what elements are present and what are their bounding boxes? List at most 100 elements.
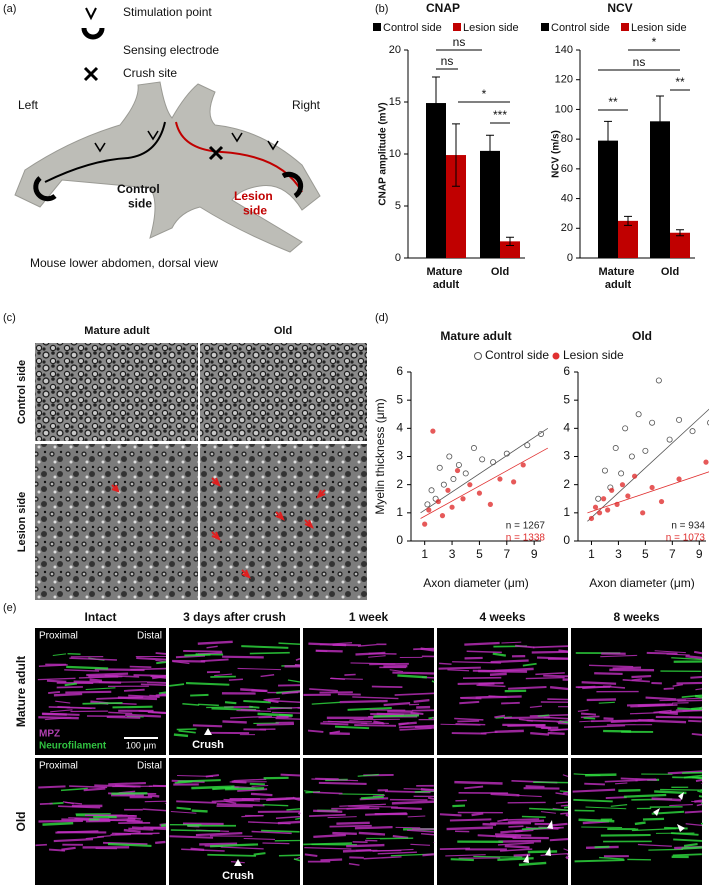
fiber (38, 664, 68, 668)
y-tick-label: 5 (396, 392, 403, 406)
fiber (69, 785, 108, 789)
fiber (250, 792, 273, 797)
fiber (182, 703, 200, 706)
point (655, 377, 662, 384)
fiber (555, 801, 569, 804)
x-tick-label: Mature adult (598, 266, 637, 291)
nerve-diagram (14, 81, 321, 253)
fiber (309, 688, 338, 692)
point (628, 453, 635, 460)
fiber (346, 843, 385, 848)
point (640, 510, 646, 516)
fiber (490, 792, 520, 797)
fiber (671, 832, 699, 836)
legend-marker (474, 352, 482, 360)
fiber (598, 701, 615, 704)
fiber (58, 805, 101, 809)
fiber (195, 832, 243, 837)
fiber (503, 818, 540, 821)
fiber (368, 655, 386, 658)
fiber (262, 842, 290, 845)
fiber (537, 714, 550, 718)
crush-site (208, 145, 224, 161)
fiber (178, 729, 196, 734)
direction-label: Distal (137, 761, 162, 772)
fiber (277, 820, 301, 825)
point (666, 436, 673, 443)
fiber (111, 832, 153, 835)
fiber (281, 690, 301, 695)
fiber (320, 722, 349, 726)
point (676, 476, 682, 482)
fiber (684, 810, 703, 814)
fiber (339, 699, 388, 704)
y-tick-label: 100 (555, 103, 573, 115)
x-tick-label: Mature adult (426, 266, 465, 291)
sample-size: n = 1073 (666, 533, 706, 544)
fiber (64, 669, 100, 672)
fiber (170, 811, 197, 814)
fiber (41, 712, 80, 716)
fiber (521, 826, 549, 831)
y-tick-label: 2 (396, 477, 403, 491)
fiber (427, 796, 435, 800)
point (689, 428, 696, 435)
x-axis-label: Axon diameter (μm) (423, 576, 529, 590)
fiber (504, 844, 530, 849)
y-tick-label: 80 (561, 133, 573, 145)
fiber (577, 709, 589, 712)
fiber (372, 722, 389, 724)
fiber (370, 712, 404, 716)
fiber (562, 774, 569, 777)
fiber (390, 806, 422, 810)
fiber (464, 641, 500, 646)
fiber (147, 711, 167, 715)
fiber (140, 683, 167, 686)
bar (618, 220, 638, 258)
fiber (61, 846, 76, 851)
fiber (172, 659, 206, 663)
fiber (48, 691, 61, 694)
fiber (37, 677, 76, 681)
fiber (551, 822, 568, 827)
fiber (406, 829, 435, 833)
electrode (33, 176, 57, 202)
chart-title: CNAP (426, 1, 460, 15)
y-tick-label: 20 (389, 44, 401, 56)
error-bar (676, 229, 684, 237)
fiber (560, 812, 569, 815)
stimulation-points (94, 130, 279, 153)
y-axis-label: CNAP amplitude (mV) (378, 102, 389, 205)
point (430, 428, 436, 434)
fiber (53, 838, 94, 843)
fiber (358, 831, 386, 836)
fiber (292, 796, 301, 801)
fiber (439, 813, 462, 817)
point (538, 430, 545, 437)
fiber (398, 722, 409, 726)
fiber (69, 657, 117, 661)
fiber (463, 676, 502, 679)
fiber (357, 773, 379, 777)
panel-label: (c) (3, 312, 16, 324)
fiber (173, 733, 189, 738)
fiber (263, 697, 281, 701)
y-axis-label: Myelin thickness (μm) (373, 398, 387, 514)
fiber (329, 824, 372, 828)
fiber (241, 645, 289, 649)
fiber (623, 793, 667, 798)
fiber (304, 846, 352, 850)
fiber (338, 793, 385, 796)
point (487, 501, 493, 507)
fiber (125, 713, 161, 718)
fiber (411, 709, 435, 712)
point (612, 445, 619, 452)
error-bar (624, 215, 632, 226)
micrograph (303, 628, 434, 755)
fiber (150, 674, 167, 679)
panel-e: Proximal Distal Proximal Distal MPZNeurofila… (35, 628, 703, 885)
fiber (527, 850, 558, 854)
point (649, 419, 656, 426)
micrograph (303, 758, 434, 885)
fiber (243, 837, 276, 840)
